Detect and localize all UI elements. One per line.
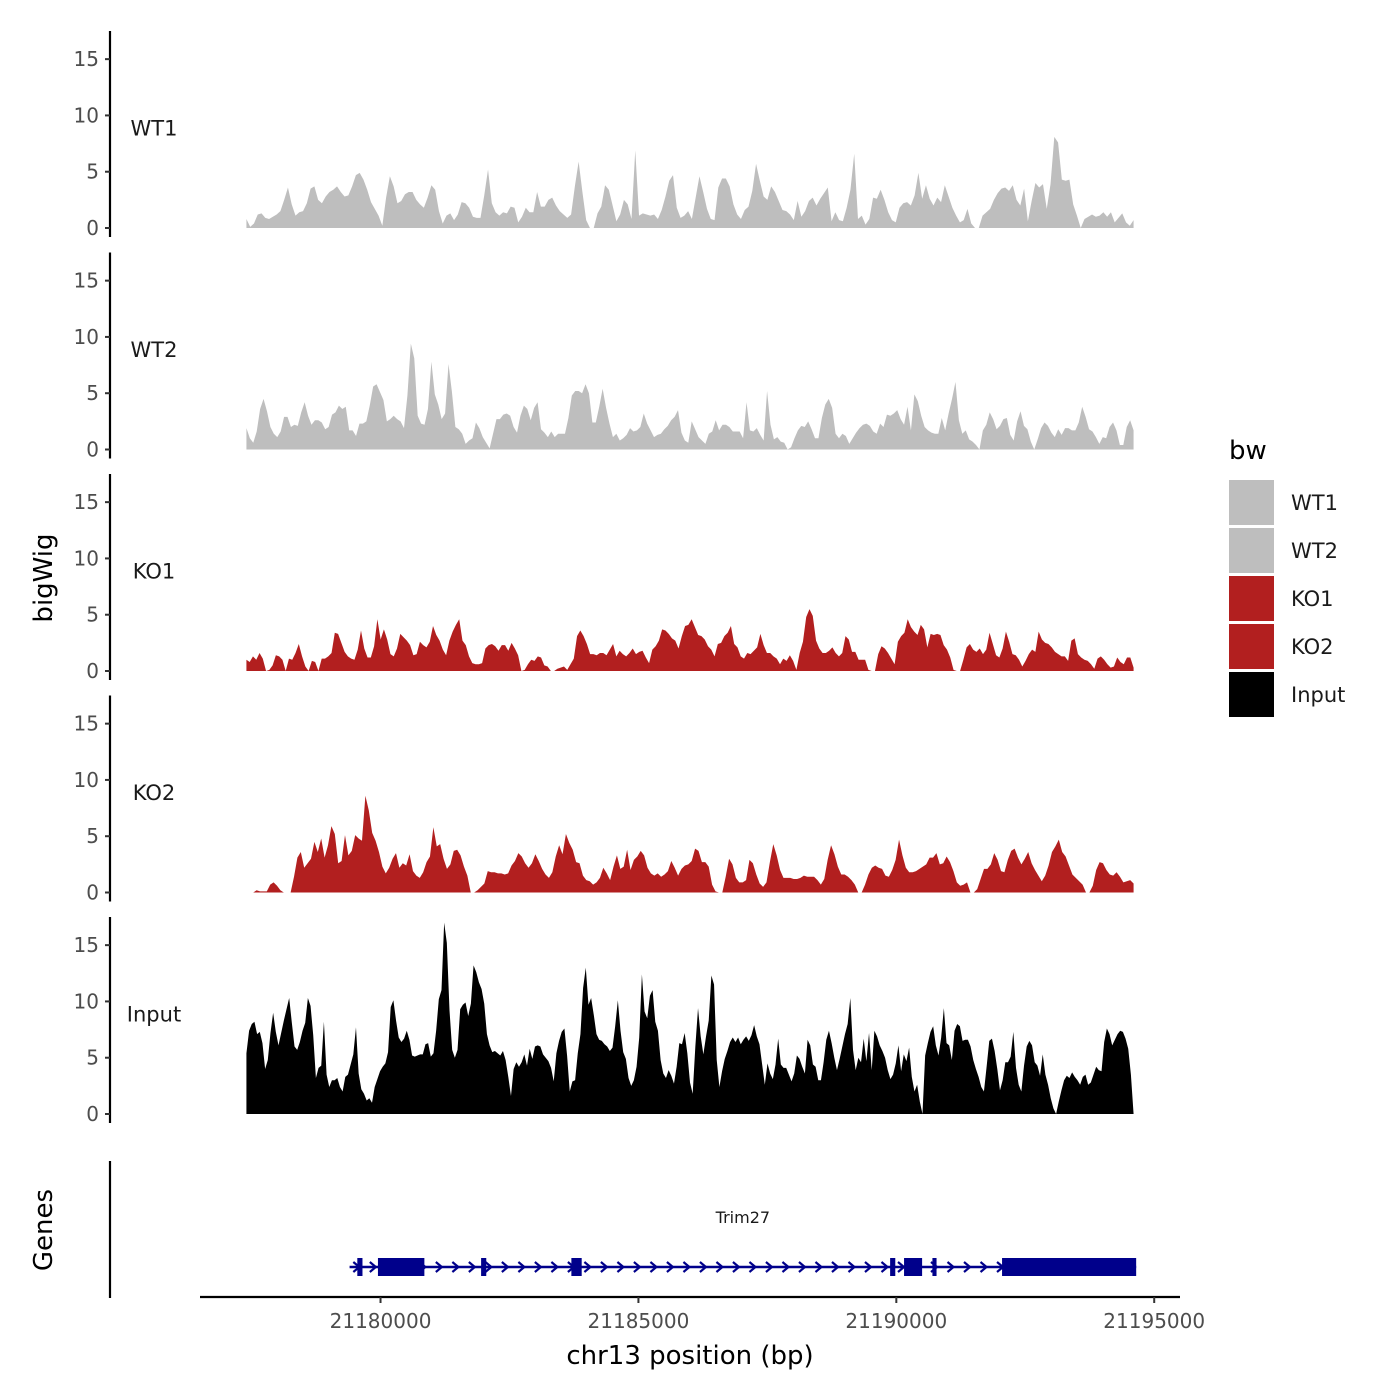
- track-wt1: 0 5 10 15 WT1: [74, 31, 1134, 240]
- y-tick-label: 0: [86, 659, 99, 683]
- x-tick-label: 21180000: [330, 1309, 432, 1333]
- strand-arrow: [369, 1261, 378, 1273]
- strand-arrow: [864, 1261, 873, 1273]
- y-tick-label: 0: [86, 216, 99, 240]
- strand-arrow: [501, 1261, 510, 1273]
- y-tick-label: 15: [74, 269, 99, 293]
- strand-arrow: [583, 1261, 593, 1273]
- genes-panel: Trim27: [108, 1161, 1137, 1298]
- signal-area-ko2: [246, 795, 1134, 893]
- track-input: 0 5 10 15 Input: [74, 917, 1134, 1126]
- y-tick-label: 10: [74, 989, 99, 1013]
- strand-arrow: [897, 1261, 906, 1273]
- strand-arrow: [435, 1261, 444, 1273]
- gene-exon: [890, 1258, 896, 1276]
- y-tick-label: 5: [86, 381, 99, 405]
- strand-arrow: [880, 1261, 890, 1273]
- track-label: KO2: [133, 781, 176, 805]
- track-label: WT2: [131, 338, 178, 362]
- y-tick-label: 15: [74, 490, 99, 514]
- legend: bw WT1 WT2 KO1 KO2 Input: [1229, 436, 1345, 717]
- track-ko2: 0 5 10 15 KO2: [74, 695, 1134, 905]
- y-tick-label: 0: [86, 1102, 99, 1126]
- track-label: Input: [127, 1003, 181, 1027]
- gene-exon: [1002, 1258, 1137, 1276]
- signal-tracks: 0 5 10 15 WT1 0 5 10 15 WT2 0 5 10 15 KO1 0 5 10 15 KO2 0 5 10…: [74, 31, 1134, 1126]
- strand-arrow: [550, 1261, 560, 1273]
- x-axis: 21180000 21185000 21190000 21195000: [200, 1295, 1205, 1333]
- strand-arrow: [534, 1261, 543, 1273]
- strand-arrow: [946, 1261, 956, 1273]
- y-tick-label: 0: [86, 438, 99, 462]
- strand-arrow: [699, 1261, 708, 1273]
- y-tick-label: 10: [74, 546, 99, 570]
- track-wt2: 0 5 10 15 WT2: [74, 252, 1134, 462]
- y-tick-label: 5: [86, 160, 99, 184]
- x-tick-label: 21190000: [845, 1309, 947, 1333]
- y-tick-label: 5: [86, 824, 99, 848]
- y-tick-label: 10: [74, 103, 99, 127]
- gene-label: Trim27: [715, 1208, 770, 1227]
- legend-key-input: [1229, 672, 1274, 717]
- track-label: KO1: [133, 560, 176, 584]
- track-ko1: 0 5 10 15 KO1: [74, 474, 1134, 683]
- gene-exon: [904, 1258, 923, 1276]
- strand-arrow: [781, 1261, 791, 1273]
- strand-arrow: [765, 1261, 774, 1273]
- strand-arrow: [748, 1261, 758, 1273]
- strand-arrow: [814, 1261, 824, 1273]
- gene-exon: [571, 1258, 582, 1276]
- y-tick-label: 10: [74, 768, 99, 792]
- strand-arrow: [484, 1261, 494, 1273]
- gene-exon: [481, 1258, 487, 1276]
- strand-arrow: [649, 1261, 659, 1273]
- gene-exon: [377, 1258, 425, 1276]
- legend-label-input: Input: [1291, 683, 1345, 707]
- y-tick-label: 5: [86, 603, 99, 627]
- strand-arrow: [600, 1261, 609, 1273]
- strand-arrow: [963, 1261, 972, 1273]
- gene-exon: [932, 1258, 937, 1276]
- x-tick-label: 21185000: [588, 1309, 690, 1333]
- x-axis-title: chr13 position (bp): [566, 1341, 813, 1371]
- strand-arrow: [468, 1261, 477, 1273]
- strand-arrow: [798, 1261, 807, 1273]
- strand-arrow: [715, 1261, 725, 1273]
- y-tick-label: 5: [86, 1046, 99, 1070]
- signal-area-wt1: [246, 136, 1134, 228]
- y-tick-label: 0: [86, 881, 99, 905]
- strand-arrow: [682, 1261, 692, 1273]
- gene-exon: [357, 1258, 363, 1276]
- strand-arrow: [979, 1261, 989, 1273]
- strand-arrow: [517, 1261, 527, 1273]
- legend-title: bw: [1229, 436, 1267, 466]
- track-label: WT1: [131, 117, 178, 141]
- signal-area-ko1: [246, 609, 1134, 671]
- legend-label-ko2: KO2: [1291, 635, 1334, 659]
- legend-label-ko1: KO1: [1291, 587, 1334, 611]
- signal-area-wt2: [246, 343, 1134, 450]
- legend-key-wt2: [1229, 528, 1274, 573]
- genes-axis-title: Genes: [29, 1189, 59, 1271]
- strand-arrow: [831, 1261, 840, 1273]
- legend-key-ko2: [1229, 624, 1274, 669]
- y-axis-title: bigWig: [29, 533, 59, 622]
- y-tick-label: 15: [74, 933, 99, 957]
- legend-key-wt1: [1229, 480, 1274, 525]
- strand-arrow: [633, 1261, 642, 1273]
- legend-key-ko1: [1229, 576, 1274, 621]
- legend-label-wt2: WT2: [1291, 539, 1338, 563]
- strand-arrow: [616, 1261, 626, 1273]
- strand-arrow: [847, 1261, 857, 1273]
- strand-arrow: [666, 1261, 675, 1273]
- signal-area-input: [246, 922, 1134, 1114]
- x-tick-label: 21195000: [1103, 1309, 1205, 1333]
- y-tick-label: 15: [74, 47, 99, 71]
- strand-arrow: [451, 1261, 461, 1273]
- y-tick-label: 10: [74, 325, 99, 349]
- strand-arrow: [732, 1261, 741, 1273]
- legend-label-wt1: WT1: [1291, 491, 1338, 515]
- y-tick-label: 15: [74, 712, 99, 736]
